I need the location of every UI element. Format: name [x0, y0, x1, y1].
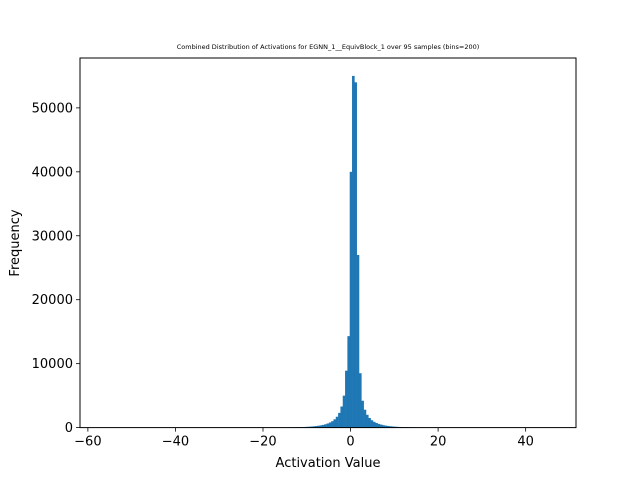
histogram-bar [382, 425, 385, 428]
y-tick-label: 10000 [32, 357, 73, 372]
histogram-bar [389, 426, 392, 428]
histogram-bar [340, 406, 344, 428]
x-tick-label: 40 [517, 435, 534, 450]
histogram-bar [368, 418, 371, 428]
x-tick-label: 20 [430, 435, 447, 450]
histogram-bar [386, 425, 390, 428]
y-tick-label: 20000 [32, 293, 73, 308]
histogram-bar [391, 426, 395, 428]
histogram-bar [338, 412, 341, 428]
x-tick-label: −40 [162, 435, 189, 450]
histogram-bar [335, 416, 339, 428]
histogram-bar [349, 171, 353, 428]
x-axis-ticks: −60 −40 −20 0 20 40 [74, 427, 534, 450]
histogram-bar [377, 423, 381, 428]
y-tick-label: 40000 [32, 165, 73, 180]
y-tick-label: 50000 [32, 101, 73, 116]
histogram-bar [321, 424, 325, 428]
histogram-bar [384, 425, 388, 428]
histogram-bar [354, 82, 357, 428]
x-axis-label: Activation Value [276, 456, 381, 471]
histogram-bars [287, 75, 420, 428]
histogram-bar [331, 421, 334, 428]
histogram-bar [314, 426, 318, 428]
histogram-bar [342, 395, 346, 428]
histogram-bar [358, 373, 362, 428]
histogram-bar [326, 423, 330, 428]
histogram-bar [345, 370, 348, 428]
histogram-bar [319, 425, 323, 428]
histogram-bar [375, 423, 378, 428]
histogram-bar [356, 254, 360, 428]
histogram-bar [352, 75, 355, 428]
histogram-bar [347, 336, 351, 428]
y-axis-ticks: 0 10000 20000 30000 40000 50000 [32, 101, 80, 436]
y-tick-label: 0 [65, 421, 73, 436]
x-tick-label: −60 [74, 435, 101, 450]
y-axis-label: Frequency [8, 209, 23, 276]
histogram-bar [372, 421, 376, 428]
histogram-bar [312, 426, 316, 428]
histogram-bar [310, 426, 313, 428]
histogram-bar [328, 422, 332, 428]
histogram-bar [333, 419, 337, 428]
histogram-bar [370, 420, 374, 428]
plot-frame [79, 57, 577, 429]
histogram-bar [379, 424, 383, 428]
histogram-bar [361, 400, 364, 428]
histogram-bar [324, 424, 327, 428]
histogram-bar [365, 414, 369, 428]
histogram-bar [317, 425, 320, 428]
x-tick-label: −20 [249, 435, 276, 450]
chart-title: Combined Distribution of Activations for… [177, 43, 480, 51]
x-tick-label: 0 [346, 435, 354, 450]
histogram-bar [363, 409, 367, 428]
y-tick-label: 30000 [32, 229, 73, 244]
